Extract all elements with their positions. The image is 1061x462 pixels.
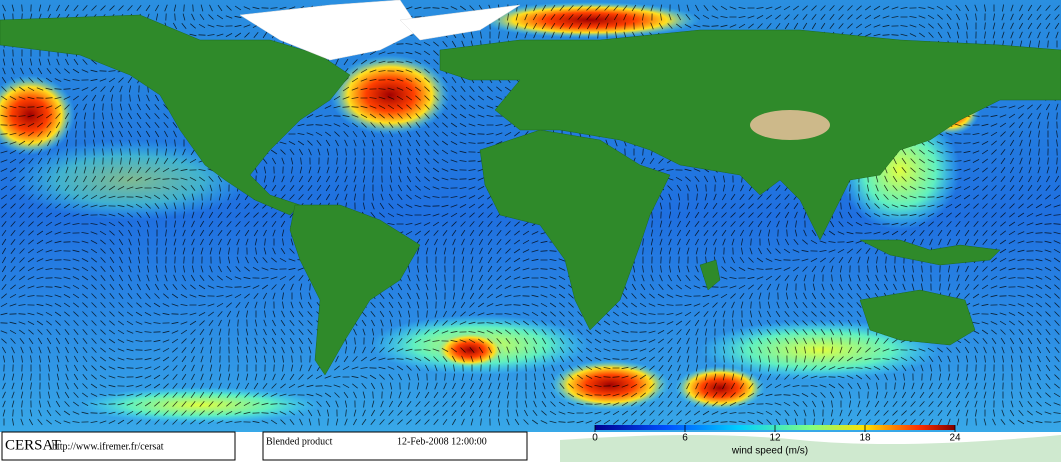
colorbar-label: wind speed (m/s) xyxy=(731,446,808,457)
colorbar-tick-label: 24 xyxy=(949,433,961,444)
colorbar-tick-label: 18 xyxy=(859,433,871,444)
colorbar-tick-label: 12 xyxy=(769,433,781,444)
logo: CERSAT xyxy=(5,437,61,453)
product: Blended product xyxy=(266,436,333,447)
url: http://www.ifremer.fr/cersat xyxy=(52,441,164,452)
product-box xyxy=(262,431,528,461)
land xyxy=(0,0,1061,376)
colorbar-tick-label: 6 xyxy=(682,433,688,444)
antarctica xyxy=(560,435,1061,462)
credit-box xyxy=(1,431,236,461)
colorbar-tick-label: 0 xyxy=(592,433,598,444)
date: 12-Feb-2008 12:00:00 xyxy=(397,436,487,447)
wind-patches xyxy=(0,2,980,423)
